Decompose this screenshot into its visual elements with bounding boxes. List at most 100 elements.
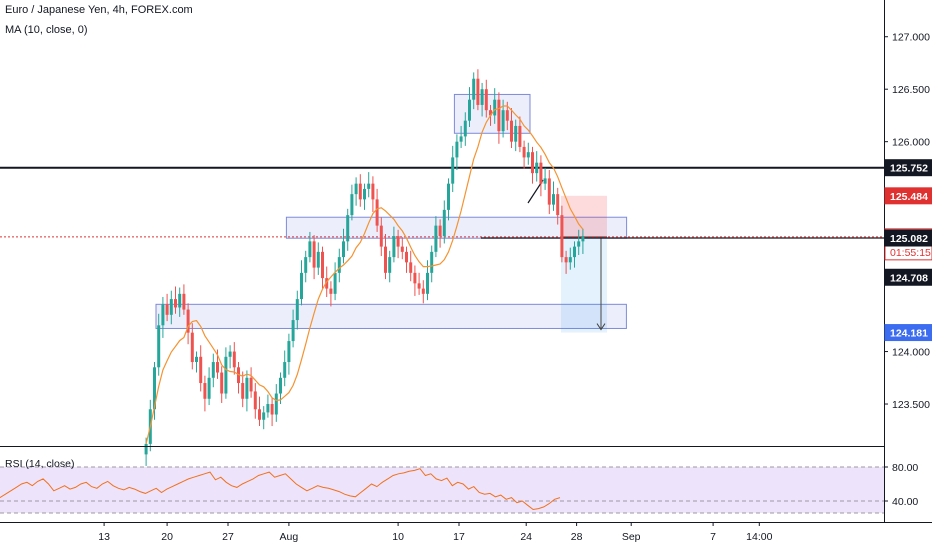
candle-body [430, 251, 434, 273]
candle-body [186, 309, 190, 333]
candle-body [455, 141, 459, 158]
candle-body [451, 157, 455, 184]
candle-body [552, 194, 555, 205]
candle-body [581, 236, 585, 242]
candle-body [287, 341, 291, 363]
x-tick-label: 10 [392, 531, 404, 543]
candle-body [442, 209, 446, 237]
short-position-layer[interactable] [561, 195, 607, 333]
candle-body [367, 183, 371, 189]
price-label: 124.708 [890, 272, 928, 284]
candle-body [531, 152, 534, 174]
x-tick-label: Aug [280, 531, 299, 543]
candle-body [211, 362, 215, 378]
price-label: 125.484 [890, 191, 928, 203]
candle-body [228, 351, 232, 357]
candle-body [291, 320, 295, 342]
candle-body [522, 146, 526, 158]
candle-body [304, 257, 308, 273]
candle-body [279, 377, 282, 394]
candle-body [371, 183, 375, 200]
candle-body [392, 236, 396, 258]
countdown-label: 01:55:15 [890, 247, 931, 259]
candle-body [413, 272, 417, 284]
candle-body [153, 367, 156, 410]
candle-body [375, 199, 379, 226]
candle-body [312, 241, 316, 268]
candle-body [405, 251, 408, 263]
candle-body [363, 188, 366, 200]
candle-body [560, 215, 564, 258]
candle-body [249, 377, 253, 392]
candle-body [337, 257, 341, 273]
candle-body [178, 293, 182, 308]
candle-body [556, 194, 560, 216]
candle-body [409, 262, 413, 273]
rsi-layer [0, 468, 561, 511]
supply-demand-zone [155, 303, 627, 329]
candle-body [543, 178, 547, 184]
price-labels-layer: 125.752125.484125.09301:55:15125.082124.… [884, 159, 932, 342]
x-tick-label: 7 [710, 531, 716, 543]
price-label-box [884, 268, 932, 286]
price-label-box [884, 187, 932, 205]
candle-body [417, 283, 421, 289]
x-tick-label: 20 [161, 531, 173, 543]
rsi-legend: RSI (14, close) [5, 458, 75, 470]
candle-body [426, 272, 429, 294]
x-tick-label: 27 [222, 531, 234, 543]
candle-body [489, 110, 492, 116]
price-label-box [884, 324, 932, 342]
candle-body [190, 332, 194, 363]
candle-body [388, 257, 392, 273]
zones-layer [155, 93, 628, 329]
candle-body [568, 257, 572, 263]
candle-body [573, 246, 576, 258]
candle-body [350, 194, 354, 216]
candle-body [564, 257, 568, 263]
candle-body [321, 251, 324, 279]
candle-body [447, 183, 450, 210]
x-tick-label: 14:00 [746, 531, 772, 543]
candle-body [510, 120, 513, 142]
candle-body [144, 443, 148, 455]
ma-layer [145, 105, 584, 445]
x-tick-label: 13 [98, 531, 110, 543]
moving-average-line [145, 105, 584, 445]
candle-body [258, 409, 261, 420]
candle-body [195, 356, 198, 363]
price-label-box [884, 159, 932, 177]
supply-demand-zone [453, 93, 531, 134]
candle-body [518, 125, 522, 147]
price-label: 125.082 [890, 233, 928, 245]
rsi-overbought-oversold-band [0, 467, 884, 513]
candle-body [505, 110, 509, 121]
candle-body [308, 241, 312, 258]
candle-body [396, 236, 400, 247]
candle-body [384, 246, 387, 273]
candle-body [421, 288, 425, 294]
candle-body [346, 215, 350, 242]
candle-body [547, 178, 551, 205]
candle-body [434, 225, 438, 252]
price-label-box [884, 229, 932, 247]
candle-body [174, 299, 177, 308]
position-target-area [561, 236, 607, 333]
candle-body [266, 404, 270, 413]
price-label: 124.181 [890, 328, 928, 340]
candle-body [535, 162, 539, 174]
candle-body [472, 78, 476, 100]
candle-body [270, 404, 274, 415]
x-tick-label: 24 [520, 531, 532, 543]
candle-body [459, 136, 463, 142]
candle-body [342, 241, 345, 258]
candle-body [216, 362, 219, 373]
candle-body [493, 99, 497, 116]
candle-body [463, 120, 467, 137]
y-tick-label: 127.000 [892, 32, 930, 44]
candle-body [354, 183, 358, 195]
horizontal-lines-layer[interactable] [0, 166, 884, 239]
candle-body [497, 99, 501, 132]
